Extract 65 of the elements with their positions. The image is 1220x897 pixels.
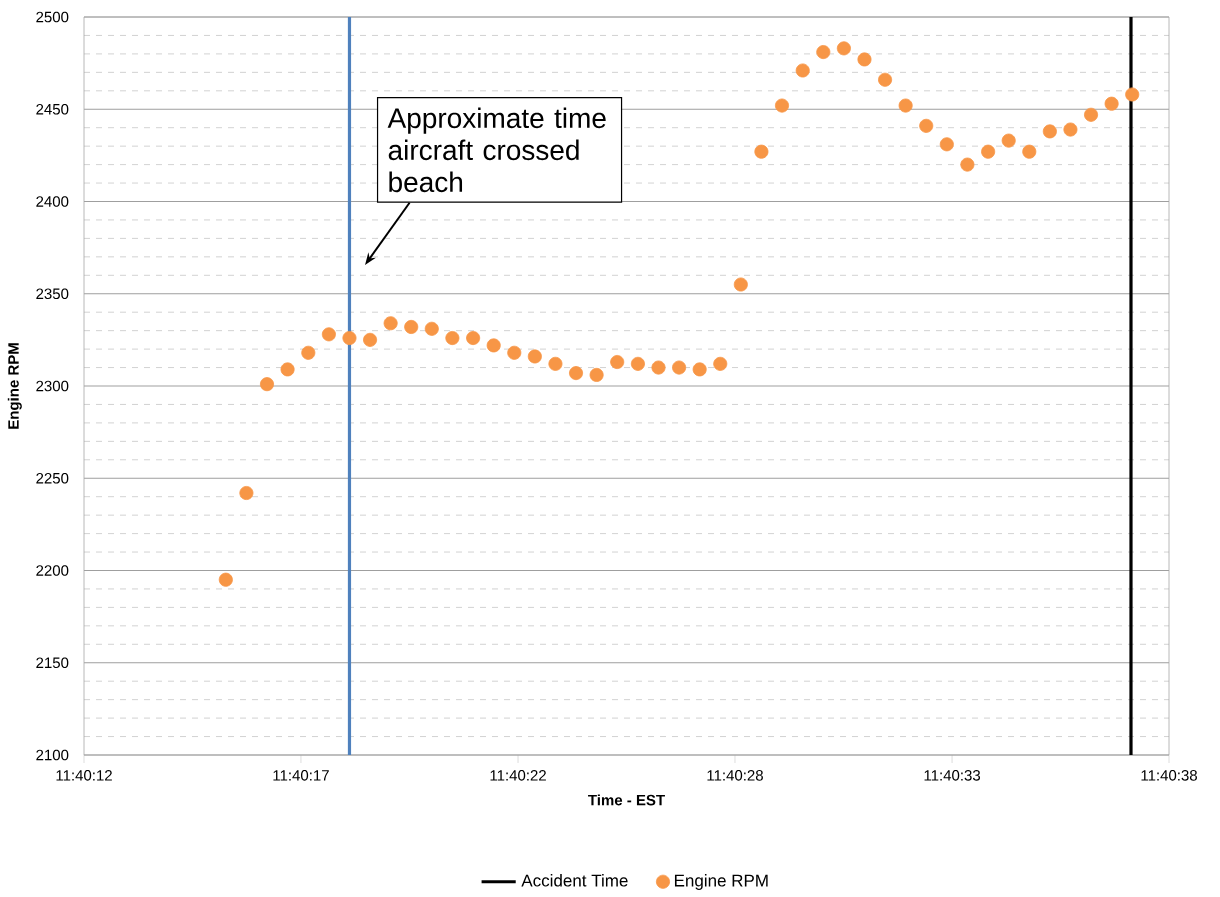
point xyxy=(218,572,233,587)
point xyxy=(857,52,872,67)
point xyxy=(486,338,501,353)
point xyxy=(466,330,481,345)
y-tick-label: 2300 xyxy=(36,380,69,392)
point xyxy=(692,362,707,377)
point xyxy=(363,332,378,347)
point xyxy=(754,144,769,159)
point xyxy=(775,98,789,113)
y-tick-label: 2450 xyxy=(36,103,69,115)
point xyxy=(527,349,542,364)
point xyxy=(630,356,645,371)
point xyxy=(1001,133,1016,148)
point xyxy=(898,98,913,113)
x-tick-label: 11:40:38 xyxy=(1141,769,1197,781)
point xyxy=(672,360,687,375)
point xyxy=(981,144,996,159)
point xyxy=(651,360,666,375)
y-tick-label: 2200 xyxy=(36,564,69,576)
point xyxy=(795,63,810,78)
x-axis-title: Time - EST xyxy=(588,794,665,806)
y-tick-label: 2500 xyxy=(36,11,69,23)
point xyxy=(919,118,934,133)
y-axis-title: Engine RPM xyxy=(7,343,22,429)
point xyxy=(259,376,274,391)
point xyxy=(713,356,728,371)
point xyxy=(816,44,831,59)
point xyxy=(404,319,419,334)
point xyxy=(960,157,975,172)
point xyxy=(280,362,295,377)
point xyxy=(1084,107,1099,122)
y-tick-label: 2350 xyxy=(36,288,69,299)
y-tick-label: 2150 xyxy=(36,657,69,668)
x-tick-label: 11:40:22 xyxy=(490,769,546,781)
point xyxy=(569,365,584,380)
point xyxy=(733,277,748,292)
point xyxy=(939,137,954,152)
point xyxy=(1042,124,1057,139)
point xyxy=(548,356,563,371)
point xyxy=(239,485,254,500)
y-tick-label: 2400 xyxy=(36,195,69,207)
point xyxy=(424,321,439,336)
y-tick-label: 2100 xyxy=(36,749,69,761)
point xyxy=(878,72,893,87)
point xyxy=(1104,96,1119,111)
point xyxy=(321,327,336,342)
point xyxy=(507,345,522,360)
point xyxy=(610,354,625,369)
annotation: Approximate time aircraft crossed beach xyxy=(387,107,606,192)
point xyxy=(301,345,316,360)
point xyxy=(342,330,357,345)
point xyxy=(1022,144,1037,159)
point xyxy=(445,330,460,345)
x-tick-label: 11:40:17 xyxy=(273,769,329,781)
legend-label: Engine RPM xyxy=(674,873,768,890)
y-tick-label: 2250 xyxy=(36,472,69,484)
point xyxy=(589,367,604,382)
x-tick-label: 11:40:12 xyxy=(56,769,112,781)
x-tick-label: 11:40:28 xyxy=(707,769,763,781)
x-tick-label: 11:40:33 xyxy=(924,769,981,781)
point xyxy=(836,41,851,56)
legend-label: Accident Time xyxy=(521,873,628,887)
point xyxy=(383,316,398,331)
point xyxy=(1125,87,1140,102)
point xyxy=(1063,122,1078,137)
